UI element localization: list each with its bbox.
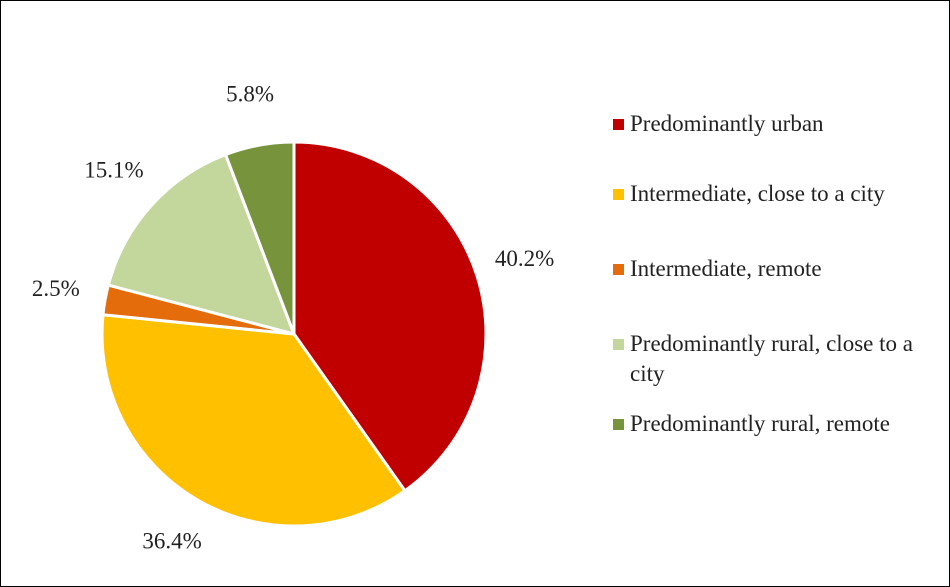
legend-item: Intermediate, remote <box>613 254 943 284</box>
legend-swatch <box>613 119 624 130</box>
legend-swatch <box>613 339 624 350</box>
legend-label: Predominantly rural, remote <box>630 411 890 436</box>
legend-item: Predominantly rural, remote <box>613 409 943 439</box>
legend-item: Predominantly urban <box>613 109 943 139</box>
legend-item: Intermediate, close to a city <box>613 179 943 209</box>
legend-swatch <box>613 419 624 430</box>
pie-slice <box>100 313 407 528</box>
legend-label: Intermediate, close to a city <box>630 181 885 206</box>
data-label: 40.2% <box>495 246 554 271</box>
legend-swatch <box>613 264 624 275</box>
legend-swatch <box>613 189 624 200</box>
data-label: 15.1% <box>84 158 143 183</box>
pie-slice <box>223 140 296 335</box>
legend-label: Intermediate, remote <box>630 256 822 281</box>
legend-label: Predominantly urban <box>630 111 824 136</box>
data-label: 2.5% <box>32 276 80 301</box>
data-label: 5.8% <box>226 81 274 106</box>
pie-slice <box>292 140 488 493</box>
pie-slice <box>106 152 297 337</box>
legend-label: Predominantly rural, close to a city <box>630 331 913 386</box>
data-label: 36.4% <box>142 528 201 553</box>
legend-item: Predominantly rural, close to a city <box>613 329 943 389</box>
